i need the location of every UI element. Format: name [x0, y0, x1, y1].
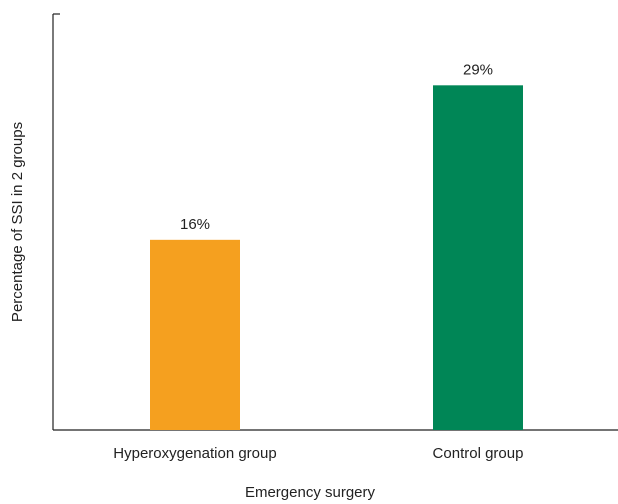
- x-axis-label: Emergency surgery: [245, 484, 376, 501]
- value-label: 16%: [180, 216, 210, 233]
- bar: [433, 85, 523, 431]
- x-tick-label: Hyperoxygenation group: [113, 445, 276, 462]
- value-label: 29%: [463, 61, 493, 78]
- x-tick-label: Control group: [433, 445, 524, 462]
- bar: [150, 239, 240, 430]
- y-axis-label: Percentage of SSI in 2 groups: [9, 122, 26, 322]
